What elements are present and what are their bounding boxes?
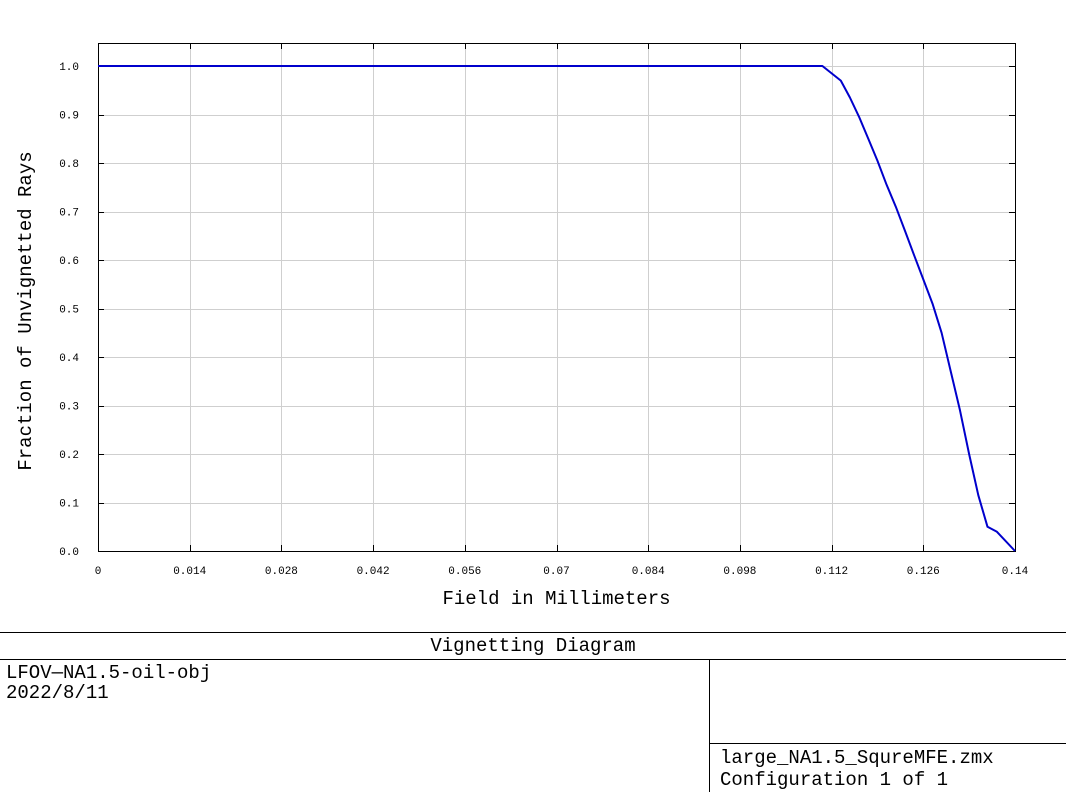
y-tick-label: 0.7: [59, 208, 79, 220]
info-top-border: [0, 632, 1066, 633]
y-tick-label: 0.8: [59, 159, 79, 171]
x-tick-labels: 0 0.014 0.028 0.042 0.056 0.07 0.084 0.098 0.112…: [95, 566, 1029, 578]
y-tick-label: 0.3: [59, 402, 79, 414]
x-tick-label: 0.126: [907, 566, 940, 578]
x-axis-label: Field in Millimeters: [442, 588, 670, 610]
info-divider: [709, 659, 710, 792]
series-line: [98, 65, 1016, 552]
grid-lines: [98, 43, 1015, 551]
x-tick-label: 0.07: [543, 566, 569, 578]
lens-info: LFOV—NA1.5-oil-obj 2022/8/11: [6, 663, 211, 703]
x-tick-label: 0.084: [632, 566, 665, 578]
y-tick-label: 0.5: [59, 305, 79, 317]
configuration: Configuration 1 of 1: [720, 769, 949, 791]
x-tick-label: 0.112: [815, 566, 848, 578]
file-box-border: [709, 743, 1066, 744]
x-tick-label: 0.056: [448, 566, 481, 578]
x-tick-label: 0.014: [173, 566, 206, 578]
lens-name: LFOV—NA1.5-oil-obj: [6, 662, 212, 684]
y-tick-label: 0.0: [59, 547, 79, 559]
x-tick-label: 0.14: [1002, 566, 1029, 578]
series-group: [98, 65, 1016, 552]
diagram-title: Vignetting Diagram: [430, 635, 636, 657]
x-tick-label: 0.028: [265, 566, 298, 578]
y-tick-label: 0.6: [59, 256, 79, 268]
y-tick-label: 1.0: [59, 62, 79, 74]
file-name: large_NA1.5_SqureMFE.zmx: [720, 747, 994, 769]
y-tick-labels: 0.0 0.1 0.2 0.3 0.4 0.5 0.6 0.7 0.8 0.9 1.0: [59, 62, 79, 559]
y-tick-label: 0.4: [59, 353, 79, 365]
title-bottom-border: [0, 659, 1066, 660]
date: 2022/8/11: [6, 682, 109, 704]
y-tick-label: 0.1: [59, 499, 79, 511]
y-tick-label: 0.2: [59, 450, 79, 462]
y-axis-label: Fraction of Unvignetted Rays: [15, 151, 37, 470]
tick-marks: [98, 43, 1016, 552]
file-info: large_NA1.5_SqureMFE.zmx Configuration 1…: [720, 747, 994, 791]
x-tick-label: 0.098: [723, 566, 756, 578]
y-tick-label: 0.9: [59, 111, 79, 123]
vignetting-chart: 0 0.014 0.028 0.042 0.056 0.07 0.084 0.098 0.112…: [15, 43, 1029, 610]
x-tick-label: 0: [95, 566, 102, 578]
x-tick-label: 0.042: [357, 566, 390, 578]
